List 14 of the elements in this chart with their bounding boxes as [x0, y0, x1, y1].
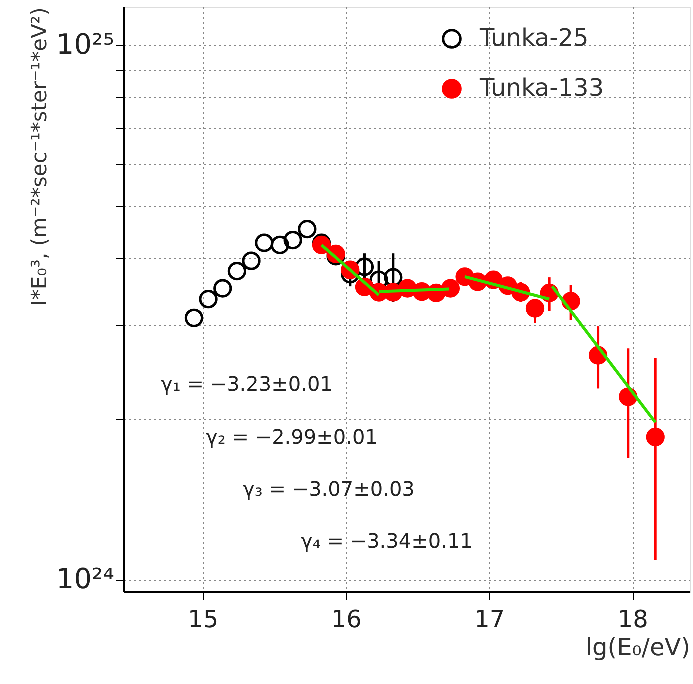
x-tick-label: 16 [331, 606, 362, 634]
annotation: γ₄ = −3.34±0.11 [301, 529, 473, 553]
annotation: γ₂ = −2.99±0.01 [206, 425, 378, 449]
x-axis-title: lg(E₀/eV) [586, 634, 690, 662]
x-tick-label: 17 [474, 606, 506, 634]
annotation: γ₃ = −3.07±0.03 [243, 477, 415, 501]
legend-label: Tunka-133 [479, 74, 604, 102]
x-tick-label: 18 [618, 606, 648, 634]
y-axis-title: I*E₀³, (m⁻²*sec⁻¹*ster⁻¹*eV²) [27, 8, 52, 306]
y-tick-label: 10²⁵ [56, 28, 114, 61]
annotation: γ₁ = −3.23±0.01 [161, 372, 333, 396]
y-tick-label: 10²⁴ [56, 562, 114, 596]
legend-label: Tunka-25 [479, 24, 589, 52]
x-tick-label: 15 [188, 606, 219, 634]
